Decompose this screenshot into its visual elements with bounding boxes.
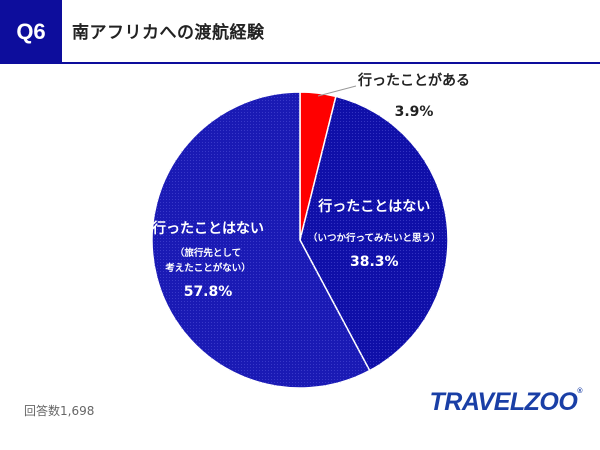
- slice-label-not-considered-text: 行ったことはない: [152, 221, 264, 237]
- slice-label-want-to-visit: 行ったことはない （いつか行ってみたいと思う） 38.3%: [308, 196, 441, 270]
- logo-text: TRAVELZOO: [429, 388, 578, 416]
- leader-line: [317, 85, 357, 97]
- slice-label-not-considered-sub-line-1: （旅行先として: [174, 248, 242, 259]
- slice-label-want-to-visit-sub: （いつか行ってみたいと思う）: [308, 233, 441, 244]
- slice-label-not-considered-sub-line-2: 考えたことがない）: [165, 263, 251, 274]
- respondent-count: 回答数1,698: [24, 404, 95, 418]
- travelzoo-logo: TRAVELZOO®: [429, 388, 583, 417]
- slice-label-want-to-visit-value: 38.3%: [349, 254, 399, 270]
- pie-slice-want-to-visit-texture: [300, 96, 449, 371]
- slice-label-visited-text: 行ったことがある: [358, 73, 470, 89]
- slice-label-want-to-visit-text: 行ったことはない: [318, 199, 431, 215]
- slice-label-not-considered-value: 57.8%: [183, 284, 233, 300]
- page-title: 南アフリカへの渡航経験: [72, 23, 265, 43]
- header-rule: [62, 62, 600, 64]
- slice-label-not-considered-sub: （旅行先として 考えたことがない）: [152, 246, 264, 276]
- slice-label-not-considered: 行ったことはない （旅行先として 考えたことがない） 57.8%: [152, 218, 264, 300]
- slice-label-visited: 行ったことがある 3.9%: [358, 70, 470, 120]
- question-badge: Q6: [0, 0, 62, 64]
- slice-label-visited-value: 3.9%: [394, 104, 434, 120]
- header: Q6 南アフリカへの渡航経験: [0, 0, 600, 64]
- pie-slice-not-considered-texture: [152, 92, 370, 388]
- logo-trademark: ®: [577, 388, 582, 395]
